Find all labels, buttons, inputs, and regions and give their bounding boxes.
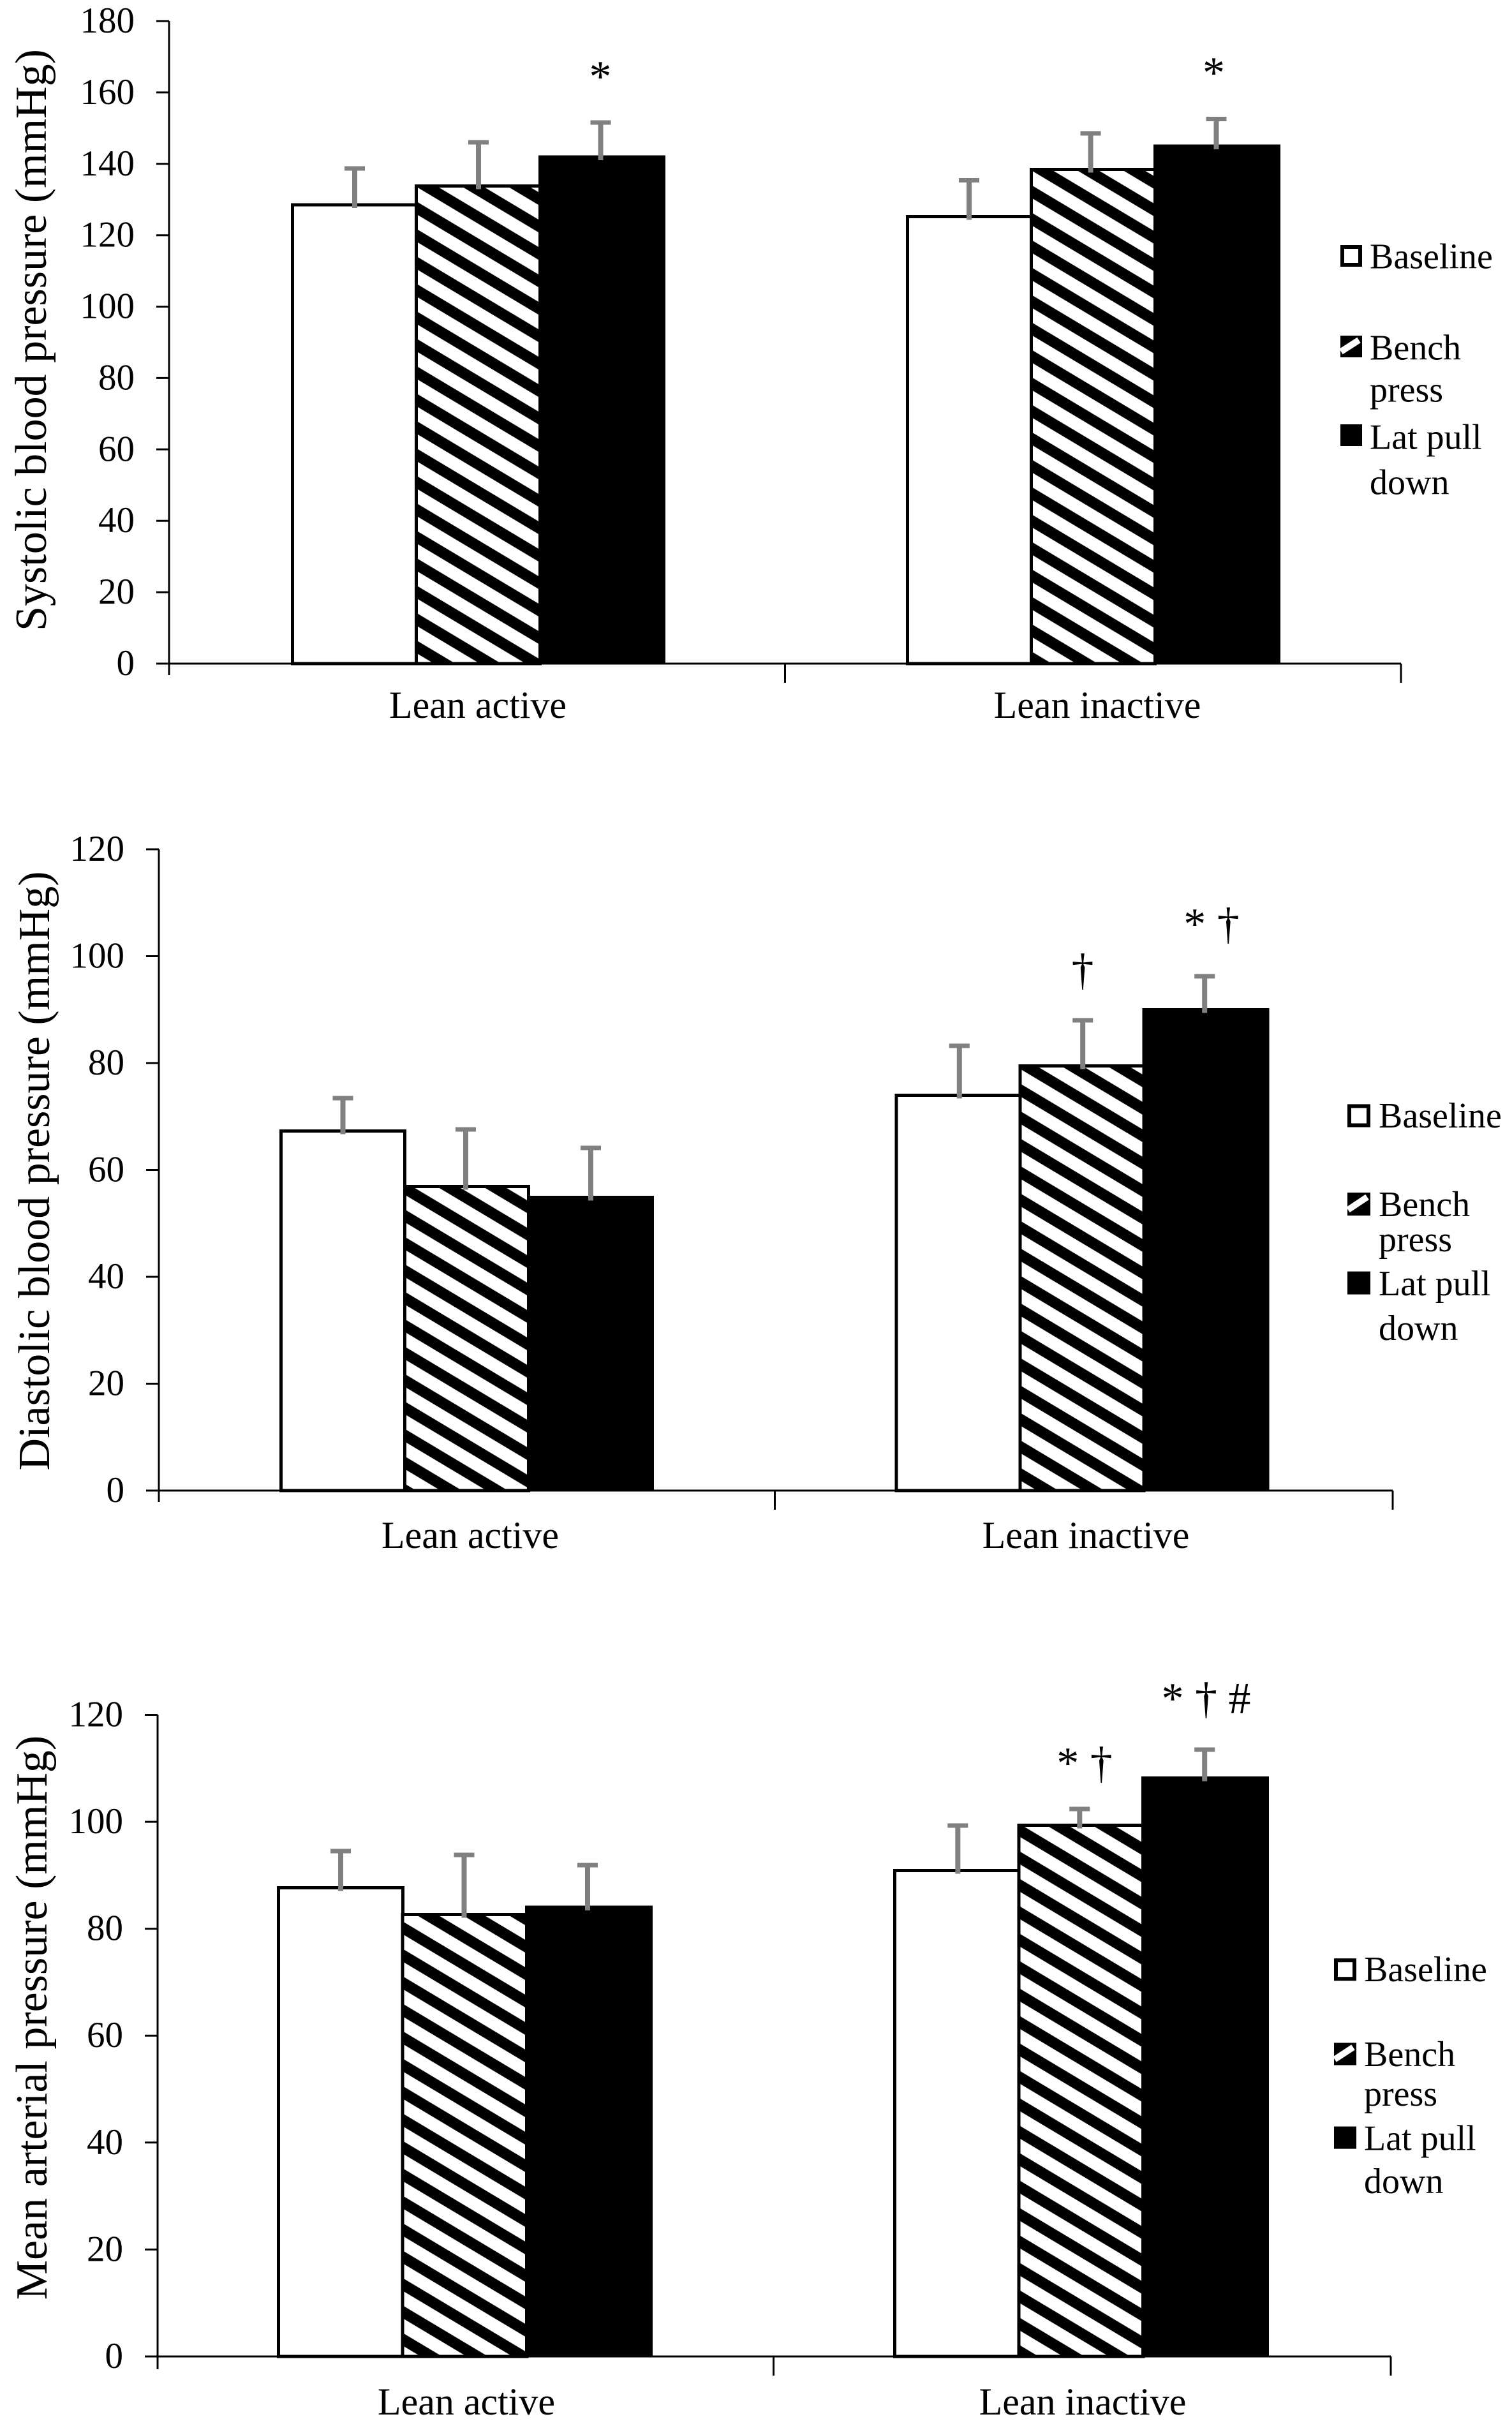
svg-text:60: 60 — [88, 1150, 124, 1190]
svg-text:*: * — [589, 52, 612, 101]
svg-text:* † #: * † # — [1162, 1674, 1251, 1723]
svg-text:0: 0 — [105, 2336, 124, 2376]
svg-text:40: 40 — [98, 500, 135, 540]
svg-text:Lat pull: Lat pull — [1364, 2119, 1476, 2159]
svg-text:down: down — [1379, 1309, 1458, 1348]
svg-text:down: down — [1364, 2162, 1443, 2201]
svg-text:Baseline: Baseline — [1364, 1950, 1487, 1990]
svg-text:40: 40 — [87, 2122, 123, 2162]
svg-text:20: 20 — [87, 2229, 123, 2269]
svg-text:Lean active: Lean active — [382, 1514, 559, 1556]
svg-text:60: 60 — [98, 429, 135, 469]
svg-text:* †: * † — [1056, 1739, 1113, 1788]
svg-text:160: 160 — [80, 72, 135, 112]
svg-text:120: 120 — [69, 1695, 124, 1735]
svg-text:Lean inactive: Lean inactive — [994, 684, 1201, 726]
svg-text:40: 40 — [88, 1256, 124, 1297]
svg-text:Mean arterial pressure (mmHg): Mean arterial pressure (mmHg) — [8, 1736, 57, 2300]
svg-text:20: 20 — [98, 572, 135, 612]
svg-text:120: 120 — [70, 829, 125, 869]
svg-text:Lat pull: Lat pull — [1370, 418, 1482, 458]
svg-text:* †: * † — [1183, 900, 1240, 949]
svg-text:Lean inactive: Lean inactive — [982, 1514, 1190, 1556]
svg-text:Baseline: Baseline — [1379, 1096, 1502, 1136]
svg-text:press: press — [1370, 371, 1443, 410]
svg-text:0: 0 — [107, 1470, 125, 1510]
svg-text:Diastolic blood pressure (mmHg: Diastolic blood pressure (mmHg) — [10, 872, 59, 1471]
svg-text:†: † — [1072, 946, 1094, 995]
svg-text:80: 80 — [88, 1043, 124, 1083]
svg-text:100: 100 — [80, 287, 135, 327]
svg-text:20: 20 — [88, 1364, 124, 1404]
svg-text:Lean active: Lean active — [378, 2381, 555, 2423]
svg-text:60: 60 — [87, 2015, 123, 2055]
svg-text:80: 80 — [98, 357, 135, 398]
svg-text:Baseline: Baseline — [1370, 237, 1493, 277]
svg-text:*: * — [1203, 48, 1225, 98]
svg-text:140: 140 — [80, 144, 135, 184]
svg-text:Bench: Bench — [1364, 2035, 1455, 2074]
svg-text:Bench: Bench — [1379, 1185, 1470, 1224]
svg-text:Lean inactive: Lean inactive — [979, 2381, 1187, 2423]
svg-text:down: down — [1370, 463, 1449, 503]
svg-text:press: press — [1364, 2074, 1437, 2114]
svg-text:Systolic blood pressure (mmHg): Systolic blood pressure (mmHg) — [7, 49, 56, 631]
svg-text:80: 80 — [87, 1909, 123, 1949]
svg-text:press: press — [1379, 1220, 1452, 1260]
svg-text:0: 0 — [117, 643, 135, 683]
svg-text:120: 120 — [80, 215, 135, 255]
svg-text:180: 180 — [80, 1, 135, 41]
svg-text:Bench: Bench — [1370, 329, 1461, 368]
svg-text:Lean active: Lean active — [389, 684, 567, 726]
svg-text:100: 100 — [69, 1801, 124, 1842]
svg-text:100: 100 — [70, 936, 125, 976]
svg-text:Lat pull: Lat pull — [1379, 1264, 1491, 1304]
